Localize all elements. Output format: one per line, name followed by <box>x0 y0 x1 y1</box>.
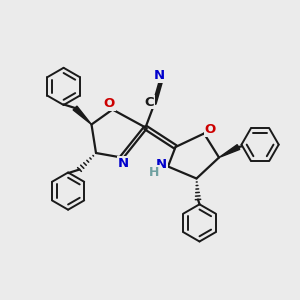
Text: O: O <box>204 123 216 136</box>
Text: O: O <box>104 97 115 110</box>
Text: N: N <box>117 157 129 170</box>
Text: N: N <box>156 158 167 171</box>
Polygon shape <box>219 145 240 158</box>
Text: H: H <box>149 166 159 179</box>
Text: N: N <box>153 69 165 82</box>
Polygon shape <box>73 106 92 124</box>
Text: C: C <box>145 96 154 109</box>
